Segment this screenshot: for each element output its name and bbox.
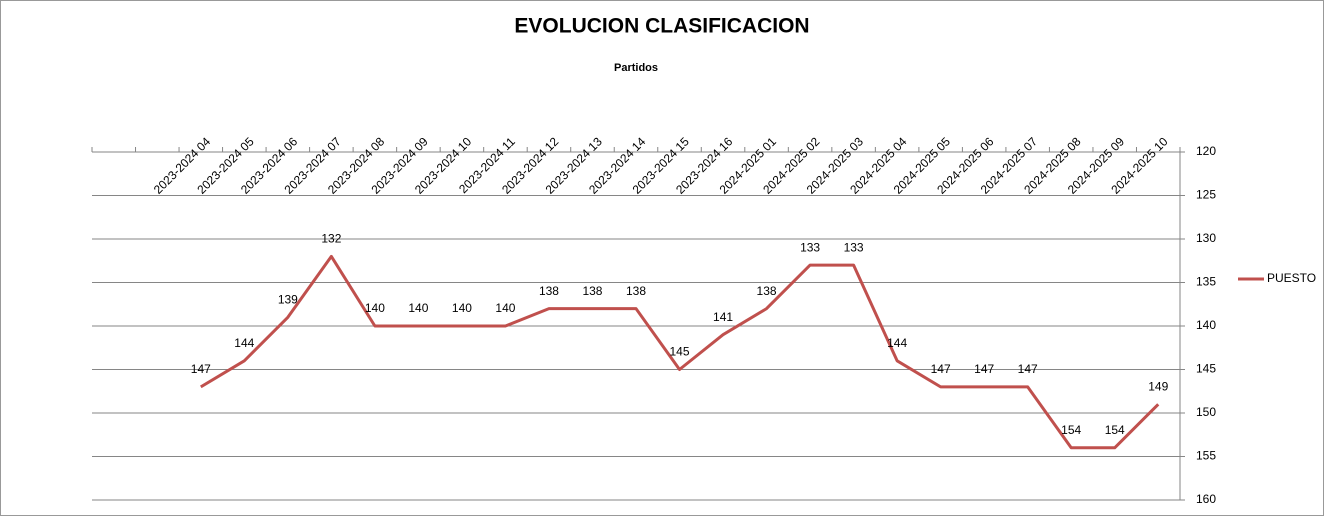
data-label: 139 <box>278 292 298 306</box>
data-label: 140 <box>495 301 515 315</box>
y-tick-label: 135 <box>1196 275 1216 289</box>
y-tick-label: 120 <box>1196 144 1216 158</box>
y-tick-label: 155 <box>1196 449 1216 463</box>
x-axis-title: Partidos <box>614 62 658 74</box>
data-label: 138 <box>582 284 602 298</box>
data-label: 147 <box>974 362 994 376</box>
data-label: 147 <box>931 362 951 376</box>
data-label: 140 <box>452 301 472 315</box>
data-label: 133 <box>844 240 864 254</box>
data-label: 154 <box>1105 423 1125 437</box>
data-label: 154 <box>1061 423 1081 437</box>
data-label: 138 <box>757 284 777 298</box>
data-label: 140 <box>365 301 385 315</box>
y-tick-label: 130 <box>1196 231 1216 245</box>
y-tick-label: 145 <box>1196 362 1216 376</box>
data-label: 132 <box>321 232 341 246</box>
data-label: 141 <box>713 310 733 324</box>
y-tick-label: 160 <box>1196 492 1216 506</box>
data-label: 147 <box>1018 362 1038 376</box>
data-label: 133 <box>800 240 820 254</box>
y-tick-label: 150 <box>1196 405 1216 419</box>
chart-title: EVOLUCION CLASIFICACION <box>514 15 809 38</box>
y-tick-label: 125 <box>1196 188 1216 202</box>
data-label: 138 <box>626 284 646 298</box>
data-label: 145 <box>670 345 690 359</box>
series-line <box>200 254 1160 450</box>
legend-label: PUESTO <box>1267 271 1316 285</box>
data-label: 149 <box>1148 379 1168 393</box>
data-label: 138 <box>539 284 559 298</box>
data-label: 144 <box>234 336 254 350</box>
data-label: 144 <box>887 336 907 350</box>
y-tick-label: 140 <box>1196 318 1216 332</box>
data-label: 147 <box>191 362 211 376</box>
data-label: 140 <box>408 301 428 315</box>
